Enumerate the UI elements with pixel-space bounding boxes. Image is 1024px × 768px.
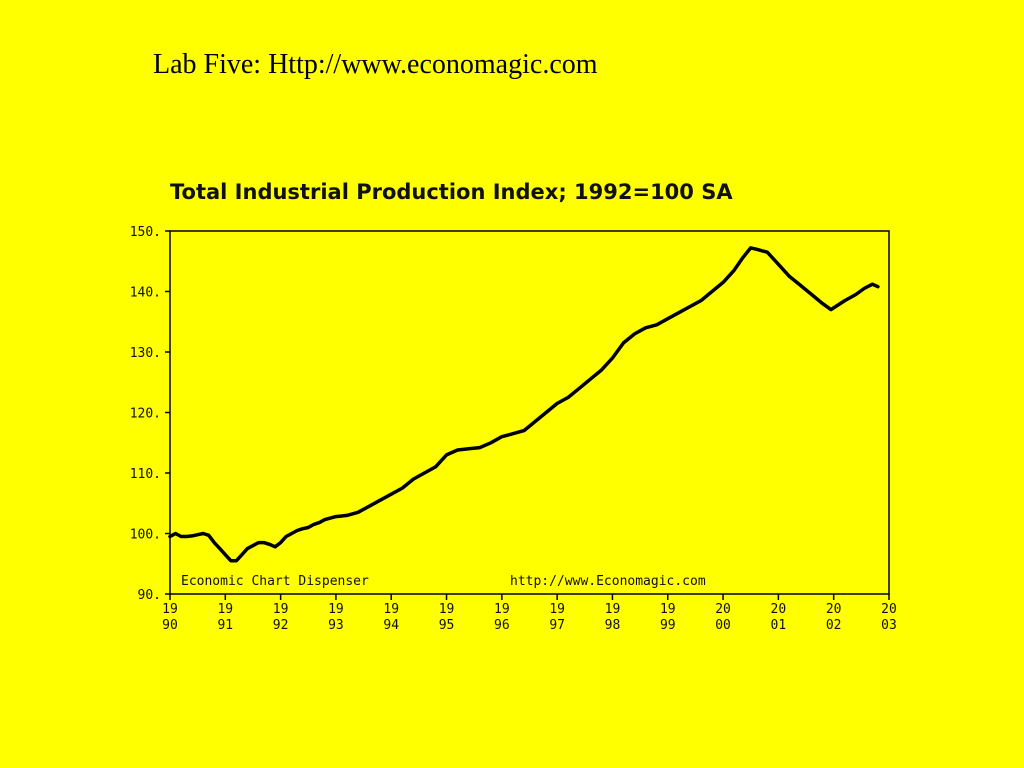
- y-tick-label: 130.: [130, 346, 161, 361]
- x-tick-label-year: 96: [494, 618, 510, 633]
- chart-credit-right: http://www.Economagic.com: [510, 574, 706, 589]
- y-tick-label: 120.: [130, 407, 161, 422]
- x-tick-label-year: 91: [217, 618, 233, 633]
- x-tick-label-year: 95: [439, 618, 455, 633]
- x-tick-label-year: 03: [881, 618, 897, 633]
- x-tick-label-year: 92: [273, 618, 289, 633]
- x-tick-label-century: 19: [383, 602, 399, 617]
- x-tick-label-century: 19: [605, 602, 621, 617]
- y-tick-label: 110.: [130, 467, 161, 482]
- x-tick-label-century: 19: [549, 602, 565, 617]
- x-tick-label-century: 19: [162, 602, 178, 617]
- x-tick-label-century: 19: [273, 602, 289, 617]
- series-line-industrial-production: [168, 246, 880, 563]
- x-tick-label-century: 19: [217, 602, 233, 617]
- chart-credit-left: Economic Chart Dispenser: [181, 574, 369, 589]
- x-tick-label-year: 94: [383, 618, 399, 633]
- x-tick-label-century: 20: [771, 602, 787, 617]
- x-tick-label-century: 20: [881, 602, 897, 617]
- y-tick-label: 150.: [130, 225, 161, 240]
- x-tick-label-year: 01: [771, 618, 787, 633]
- x-tick-label-year: 02: [826, 618, 842, 633]
- x-tick-label-century: 20: [715, 602, 731, 617]
- x-tick-label-year: 98: [605, 618, 621, 633]
- x-tick-label-century: 19: [439, 602, 455, 617]
- x-tick-label-century: 19: [328, 602, 344, 617]
- x-tick-label-year: 00: [715, 618, 731, 633]
- slide-title: Lab Five: Http://www.economagic.com: [153, 49, 598, 80]
- y-tick-label: 100.: [130, 528, 161, 543]
- x-tick-label-century: 19: [494, 602, 510, 617]
- x-axis: 1990199119921993199419951996199719981999…: [162, 594, 897, 633]
- x-tick-label-year: 97: [549, 618, 565, 633]
- x-tick-label-year: 90: [162, 618, 178, 633]
- plot-frame: [169, 230, 890, 595]
- x-tick-label-year: 93: [328, 618, 344, 633]
- y-tick-label: 140.: [130, 286, 161, 301]
- x-tick-label-year: 99: [660, 618, 676, 633]
- x-tick-label-century: 19: [660, 602, 676, 617]
- chart-title: Total Industrial Production Index; 1992=…: [170, 180, 733, 204]
- x-tick-label-century: 20: [826, 602, 842, 617]
- y-tick-label: 90.: [138, 588, 161, 603]
- y-axis: 150. 140. 130. 120. 110. 100. 90.: [130, 225, 170, 603]
